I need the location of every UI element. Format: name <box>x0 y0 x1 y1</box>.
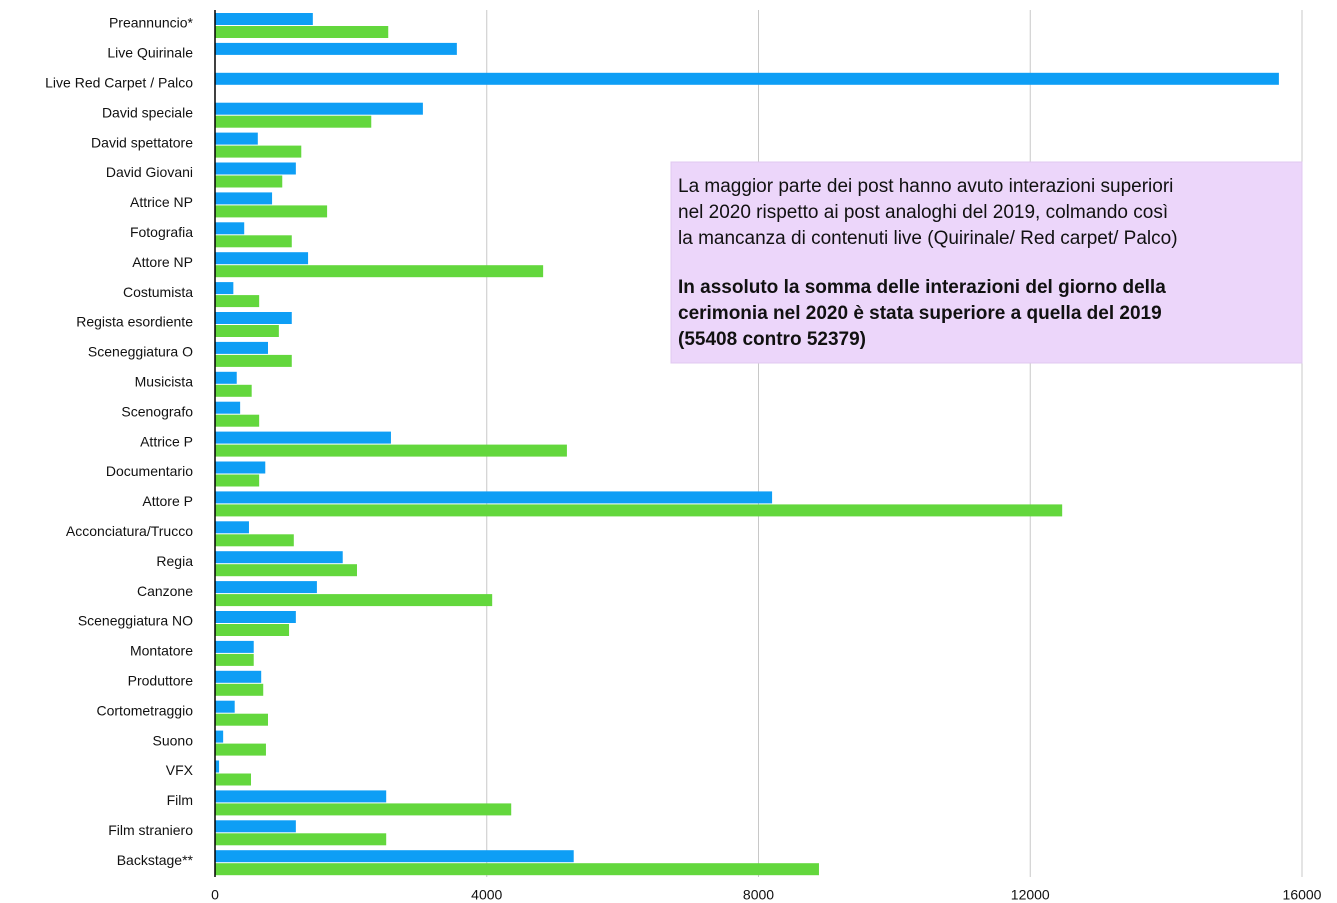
bar <box>215 115 372 128</box>
bar <box>215 312 292 324</box>
y-tick-label: Attrice NP <box>130 194 193 210</box>
bar <box>215 235 292 248</box>
bar <box>215 850 574 863</box>
y-tick-label: VFX <box>166 762 194 778</box>
bar <box>215 624 290 636</box>
bar <box>215 205 328 218</box>
annotation-box <box>670 161 1303 364</box>
y-tick-label: Acconciatura/Trucco <box>66 523 193 539</box>
bar <box>215 594 493 607</box>
annotation-text: la mancanza di contenuti live (Quirinale… <box>678 228 1178 249</box>
bar <box>215 521 249 534</box>
bar <box>215 26 389 38</box>
bar <box>215 713 268 726</box>
y-tick-label: Attrice P <box>140 433 193 449</box>
bar <box>215 564 357 577</box>
x-tick-label: 8000 <box>743 887 774 903</box>
y-tick-label: David spettatore <box>91 134 193 150</box>
x-tick-label: 4000 <box>471 887 502 903</box>
y-tick-label: Attore NP <box>132 254 193 270</box>
y-tick-label: Montatore <box>130 643 193 659</box>
x-tick-label: 0 <box>211 887 219 903</box>
bar <box>215 760 220 773</box>
x-tick-label: 12000 <box>1011 887 1050 903</box>
bar <box>215 265 544 278</box>
bar <box>215 431 391 444</box>
bar <box>215 730 224 743</box>
y-tick-label: Film straniero <box>108 822 193 838</box>
annotation-text-bold: cerimonia nel 2020 è stata superiore a q… <box>678 303 1162 324</box>
y-tick-label: Sceneggiatura O <box>88 344 193 360</box>
bar <box>215 222 245 235</box>
bar <box>215 444 567 457</box>
y-tick-label: Attore P <box>142 493 193 509</box>
bar <box>215 700 235 713</box>
y-tick-label: Backstage** <box>117 852 194 868</box>
y-tick-label: Musicista <box>135 374 194 390</box>
bar <box>215 13 313 25</box>
bar <box>215 325 279 337</box>
y-tick-label: Film <box>167 792 193 808</box>
y-tick-label: Live Red Carpet / Palco <box>45 75 193 91</box>
bar <box>215 640 254 653</box>
annotation-text: nel 2020 rispetto ai post analoghi del 2… <box>678 202 1168 223</box>
bar <box>215 461 266 474</box>
bar <box>215 102 423 115</box>
annotation-text: La maggior parte dei post hanno avuto in… <box>678 176 1173 197</box>
y-tick-label: Live Quirinale <box>107 45 193 61</box>
y-tick-label: Scenografo <box>121 403 193 419</box>
annotation-text-bold: In assoluto la somma delle interazioni d… <box>678 277 1166 298</box>
bar <box>215 175 283 188</box>
bar <box>215 683 264 696</box>
bar <box>215 414 260 427</box>
y-tick-label: Preannuncio* <box>109 15 194 31</box>
bar <box>215 341 268 354</box>
bar <box>215 295 260 308</box>
y-tick-label: Sceneggiatura NO <box>78 613 193 629</box>
bar <box>215 72 1279 85</box>
annotation-text-bold: (55408 contro 52379) <box>678 329 866 350</box>
bar <box>215 863 819 876</box>
x-tick-label: 16000 <box>1283 887 1322 903</box>
bar <box>215 192 273 205</box>
y-tick-label: David Giovani <box>106 164 193 180</box>
y-tick-label: Documentario <box>106 463 193 479</box>
bar <box>215 474 260 487</box>
bar <box>215 145 302 158</box>
y-tick-label: Fotografia <box>130 224 193 240</box>
bar <box>215 581 317 594</box>
bar <box>215 42 457 55</box>
bar <box>215 282 234 295</box>
bar <box>215 743 266 756</box>
bar <box>215 653 254 666</box>
bar <box>215 833 387 846</box>
y-tick-label: Costumista <box>123 284 193 300</box>
bar <box>215 162 296 175</box>
bar <box>215 252 309 265</box>
y-tick-label: Cortometraggio <box>97 702 194 718</box>
y-tick-label: Canzone <box>137 583 193 599</box>
bar <box>215 132 258 145</box>
bar <box>215 401 241 414</box>
bar <box>215 534 294 547</box>
bar <box>215 803 512 816</box>
y-tick-label: Regia <box>156 553 193 569</box>
bar <box>215 551 343 564</box>
bar <box>215 491 773 504</box>
bar <box>215 504 1063 517</box>
bar <box>215 773 252 786</box>
bar <box>215 820 296 833</box>
bar <box>215 670 262 683</box>
y-tick-label: Regista esordiente <box>76 314 193 330</box>
y-tick-label: Suono <box>153 732 194 748</box>
y-tick-label: Produttore <box>128 673 194 689</box>
bar <box>215 384 252 397</box>
y-tick-label: David speciale <box>102 104 193 120</box>
bar <box>215 611 296 623</box>
bar <box>215 790 387 803</box>
bar <box>215 354 292 367</box>
bar <box>215 371 237 384</box>
